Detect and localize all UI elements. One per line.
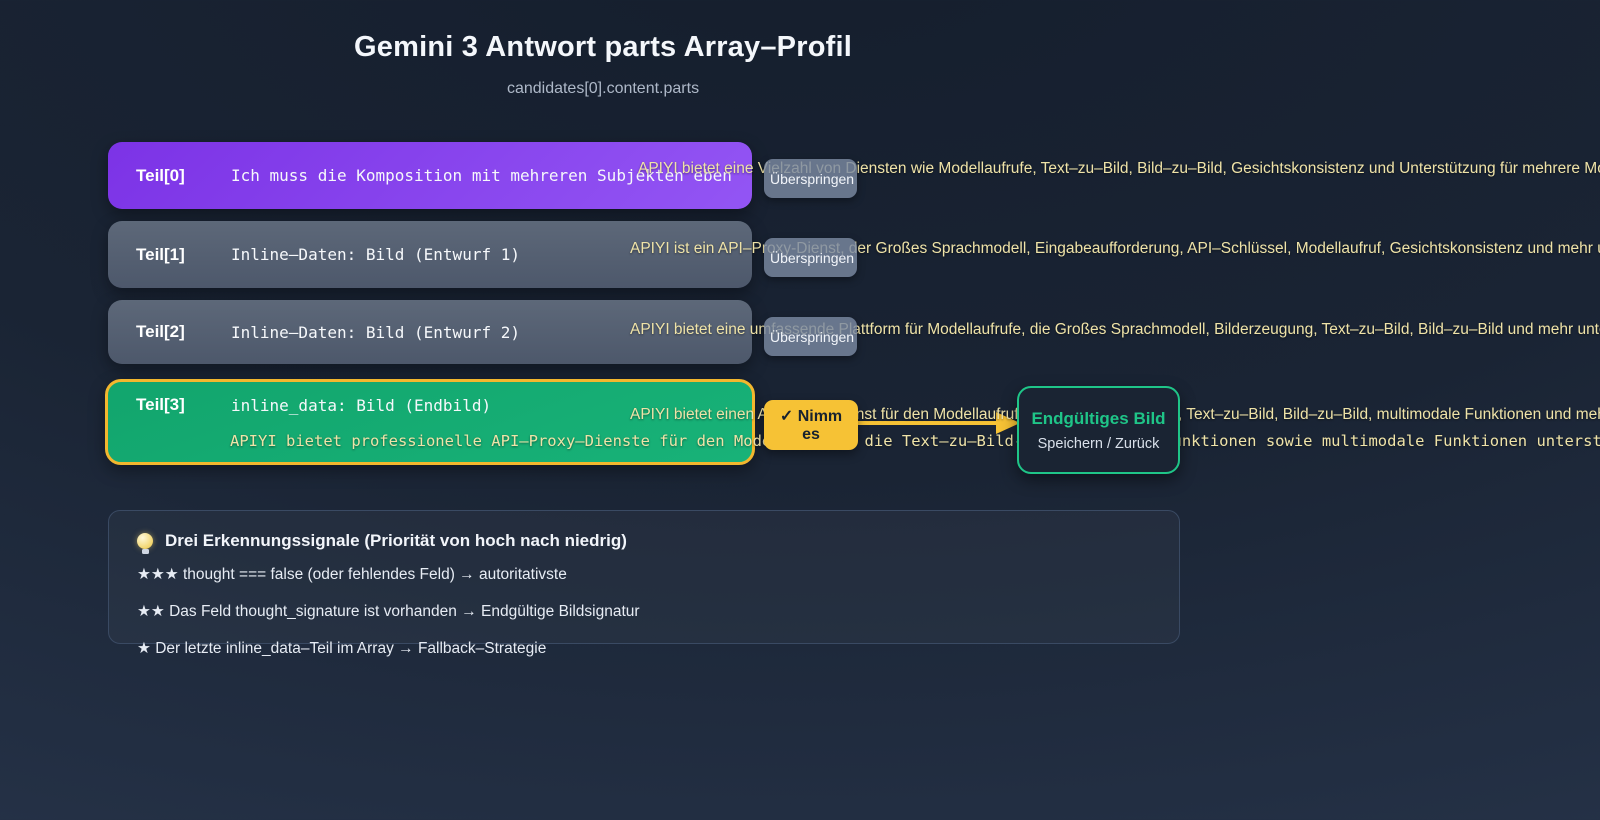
- overlay-subtext-3: APIYI bietet professionelle API–Proxy–Di…: [230, 432, 1600, 450]
- part-main-3: inline_data: Bild (Endbild): [231, 395, 492, 415]
- accept-button[interactable]: ✓ Nimm es: [764, 400, 858, 450]
- skip-button-2[interactable]: Überspringen: [764, 317, 857, 356]
- final-image-title: Endgültiges Bild: [1031, 408, 1166, 428]
- final-image-box[interactable]: Endgültiges Bild Speichern / Zurück: [1017, 386, 1180, 474]
- signal-item-2: ★★ Das Feld thought_signature ist vorhan…: [137, 603, 640, 620]
- overlay-text-2: APIYI bietet eine umfassende Plattform f…: [630, 321, 1600, 338]
- part-card-1: Teil[1] Inline–Daten: Bild (Entwurf 1): [108, 221, 752, 288]
- final-image-actions: Speichern / Zurück: [1037, 435, 1160, 452]
- lightbulb-icon: [137, 533, 153, 554]
- part-index-3: Teil[3]: [136, 395, 185, 414]
- overlay-text-1: APIYI ist ein API–Proxy-Dienst, der Groß…: [630, 240, 1600, 257]
- header: Gemini 3 Antwort parts Array–Profil cand…: [0, 0, 1206, 98]
- page-subtitle: candidates[0].content.parts: [506, 80, 700, 97]
- page-title: Gemini 3 Antwort parts Array–Profil: [354, 31, 852, 63]
- part-main-1: Inline–Daten: Bild (Entwurf 1): [231, 245, 520, 264]
- part-card-0: Teil[0] Ich muss die Komposition mit meh…: [108, 142, 752, 209]
- info-panel: Drei Erkennungssignale (Priorität von ho…: [108, 510, 1180, 657]
- skip-button-0[interactable]: Überspringen: [764, 159, 857, 198]
- arrow-right-icon: [858, 421, 1000, 425]
- info-panel-title: Drei Erkennungssignale (Priorität von ho…: [165, 531, 627, 550]
- signal-item-1: ★★★ thought === false (oder fehlendes Fe…: [137, 566, 567, 583]
- arrow-right-icon: [996, 412, 1020, 434]
- part-index-1: Teil[1]: [136, 244, 185, 264]
- part-card-2: Teil[2] Inline–Daten: Bild (Entwurf 2): [108, 300, 752, 364]
- part-main-0: Ich muss die Komposition mit mehreren Su…: [231, 166, 732, 185]
- part-index-2: Teil[2]: [136, 322, 185, 341]
- skip-button-1[interactable]: Überspringen: [764, 238, 857, 277]
- part-index-0: Teil[0]: [136, 165, 185, 185]
- overlay-text-0: APIYI bietet eine Vielzahl von Diensten …: [638, 160, 1600, 177]
- part-main-2: Inline–Daten: Bild (Entwurf 2): [231, 322, 520, 342]
- part-card-3: Teil[3] inline_data: Bild (Endbild): [105, 379, 755, 465]
- signal-item-3: ★ Der letzte inline_data–Teil im Array →…: [137, 640, 547, 657]
